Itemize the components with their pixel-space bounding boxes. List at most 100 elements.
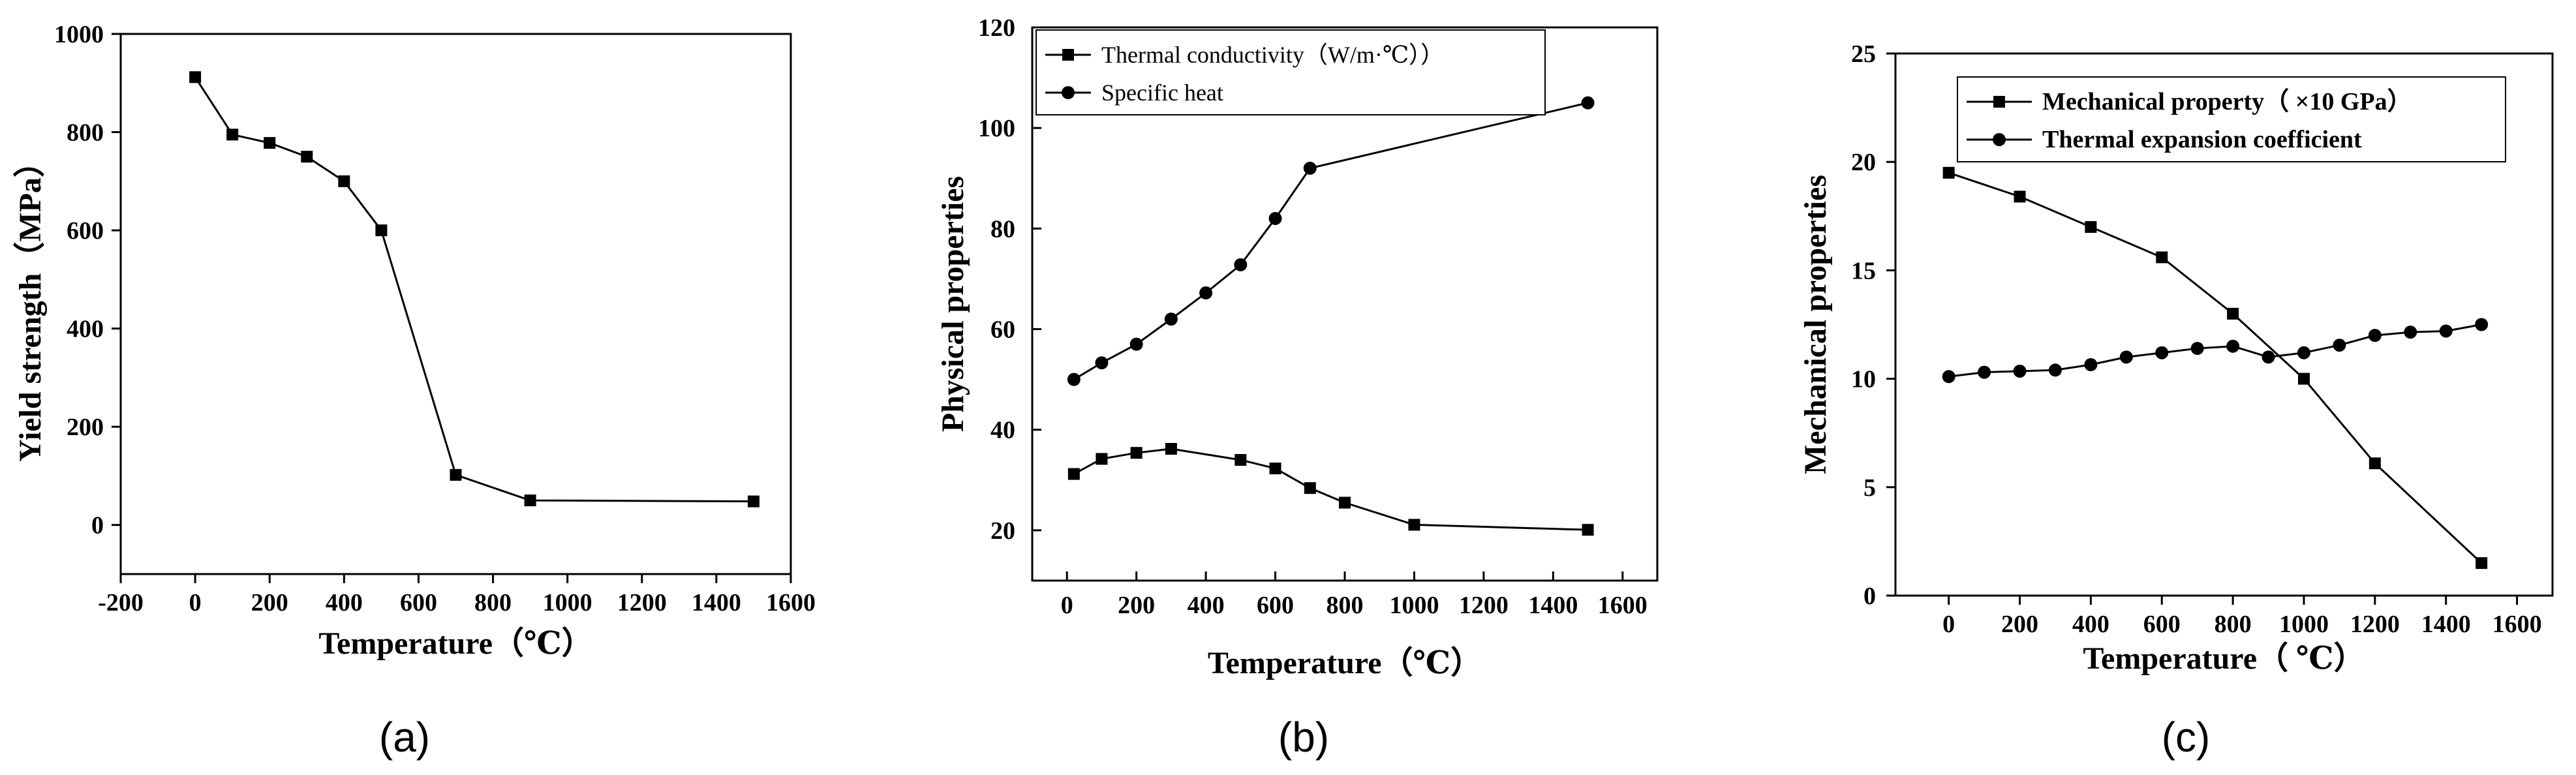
legend-marker [1993,96,2005,108]
data-point [2048,363,2062,377]
y-tick-label: 600 [67,217,104,245]
data-point [2262,350,2275,364]
x-tick-label: 0 [189,589,202,616]
chart-panel-c: 0 200 400 600 800 1000 1200 1400 1600 0 5 10 15 20 25 T… [1798,40,2554,761]
x-tick-label: 1600 [766,589,816,616]
legend-marker [1993,133,2006,146]
legend-label: Thermal expansion coefficient [2042,126,2362,153]
data-point [2475,318,2489,331]
legend-marker [1062,86,1075,99]
data-point [1269,463,1281,475]
x-tick-label: 200 [251,589,288,616]
y-tick-label: 400 [67,316,104,343]
x-tick-label: 0 [1942,611,1955,638]
y-tick-label: 25 [1851,40,1876,68]
data-point [1130,447,1142,459]
x-tick-label: 200 [2001,611,2038,638]
series-line [1948,172,2483,564]
data-point [1978,365,1991,379]
data-point [2156,251,2168,264]
data-point [2333,339,2346,352]
data-point [1096,453,1108,465]
x-tick-label: 1000 [543,589,592,616]
series-circle-1 [1067,96,1595,386]
data-point [2190,342,2204,356]
legend: Thermal conductivity（W/m·℃）） Specific hea… [1035,29,1546,115]
y-tick-label: 5 [1863,474,1876,502]
series-line [194,76,754,503]
x-tick-label: 1200 [1459,592,1509,619]
legend: Mechanical property（ ×10 GPa） Thermal exp… [1957,76,2506,162]
legend-marker [1062,49,1074,61]
legend-box [1035,29,1546,115]
data-point [1303,161,1317,175]
y-tick-label: 120 [978,14,1015,42]
data-point [2014,190,2026,203]
x-tick-label: 800 [474,589,512,616]
legend-label: Specific heat [1101,80,1223,106]
series-line [1073,448,1588,531]
data-point [2084,357,2098,371]
x-tick-label: 1000 [2279,611,2329,638]
x-axis-title: Temperature（℃） [1208,646,1482,680]
x-tick-label: 400 [2072,611,2109,638]
data-point [2085,220,2097,233]
series-circle-1 [1942,318,2489,384]
x-tick-label: 1400 [1528,592,1578,619]
x-tick-label: 600 [400,589,437,616]
x-axis-title: Temperature（℃） [318,626,592,661]
data-point [264,137,276,149]
data-point [2155,346,2169,359]
data-point [1165,443,1177,455]
data-point [1095,356,1109,370]
y-axis-title: Yield strength（MPa） [13,146,48,462]
x-tick-label: 1600 [1598,592,1648,619]
data-point [2404,326,2417,339]
data-point [2227,307,2239,320]
x-tick-label: 1400 [2421,611,2471,638]
data-point [1067,372,1081,386]
x-tick-label: 1400 [692,589,741,616]
series-line [1948,324,2482,378]
y-tick-label: 0 [91,512,104,539]
plot-frame [119,33,792,575]
x-tick-label: 1200 [2350,611,2400,638]
data-point [1942,370,1955,384]
data-point [2226,339,2240,353]
data-point [2297,346,2310,359]
data-point [747,495,759,508]
data-point [1581,96,1595,110]
data-point [1339,496,1351,509]
y-tick-label: 80 [990,215,1015,243]
panel-label: (b) [1278,714,1329,761]
x-tick-label: 800 [1326,592,1364,619]
y-tick-label: 0 [1863,583,1876,610]
data-point [1582,524,1594,536]
series-square-0 [189,71,759,508]
x-tick-label: 200 [1118,592,1155,619]
x-axis-title: Temperature（ ℃） [2083,641,2365,676]
x-tick-label: 600 [2143,611,2181,638]
data-point [2369,457,2381,470]
data-point [524,494,536,507]
y-tick-label: 200 [67,414,104,441]
data-point [1234,258,1248,271]
y-tick-label: 60 [990,316,1015,344]
y-tick-label: 20 [990,517,1015,545]
x-tick-label: 1600 [2492,611,2542,638]
data-point [338,175,350,187]
data-point [2297,372,2310,385]
y-axis-title: Mechanical properties [1798,175,1833,474]
data-point [1234,453,1247,466]
chart-panel-b: 0 200 400 600 800 1000 1200 1400 1600 20 40 60 80 100… [936,14,1659,761]
data-point [1942,166,1955,179]
legend-box [1957,76,2506,162]
data-point [226,129,239,141]
x-tick-label: -200 [98,589,144,616]
y-tick-label: 100 [978,115,1015,142]
data-point [2119,350,2133,364]
data-point [1164,312,1178,326]
data-point [1129,337,1143,351]
x-tick-label: 1000 [1389,592,1439,619]
